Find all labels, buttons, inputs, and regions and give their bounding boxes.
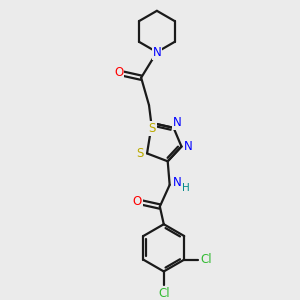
Text: O: O xyxy=(133,195,142,208)
Text: N: N xyxy=(152,46,161,59)
Text: O: O xyxy=(114,66,123,79)
Text: Cl: Cl xyxy=(200,253,212,266)
Text: S: S xyxy=(148,122,156,135)
Text: N: N xyxy=(184,140,193,153)
Text: S: S xyxy=(136,147,144,160)
Text: H: H xyxy=(182,183,189,193)
Text: N: N xyxy=(173,176,182,189)
Text: Cl: Cl xyxy=(158,286,169,300)
Text: N: N xyxy=(173,116,182,129)
